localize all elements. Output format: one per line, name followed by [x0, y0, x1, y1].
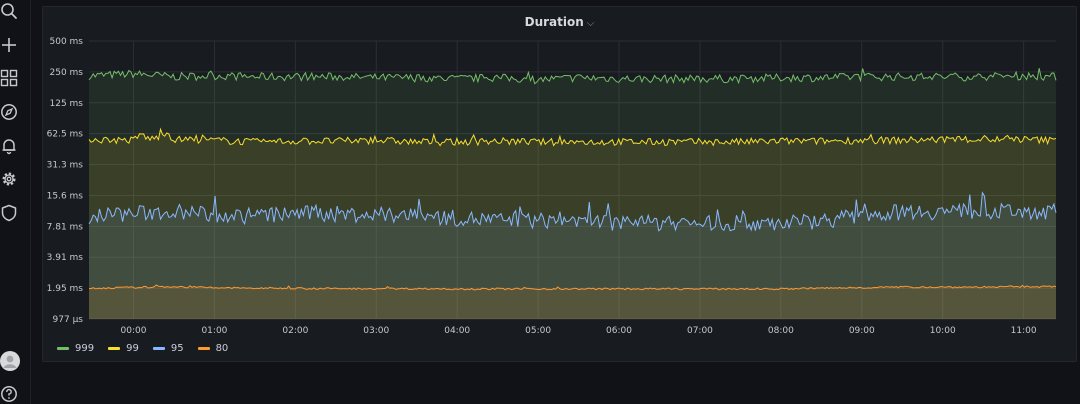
- sidebar: [0, 0, 31, 404]
- plus-icon[interactable]: [0, 36, 18, 54]
- x-tick-label: 00:00: [121, 326, 147, 336]
- grid: [89, 40, 1056, 320]
- x-tick-label: 07:00: [687, 326, 713, 336]
- y-axis-ticks: 500 ms 250 ms 125 ms 62.5 ms 31.3 ms 15.6 ms 7…: [47, 37, 84, 325]
- x-tick-label: 03:00: [363, 326, 389, 336]
- legend-label: 80: [215, 343, 229, 354]
- legend-item-95[interactable]: 95: [152, 343, 184, 354]
- avatar[interactable]: [0, 351, 20, 371]
- legend-swatch: [108, 347, 121, 350]
- y-tick-label: 3.91 ms: [47, 253, 84, 263]
- y-tick-label: 15.6 ms: [47, 192, 84, 202]
- series-line-999: [88, 68, 1057, 85]
- y-tick-label: 7.81 ms: [47, 222, 84, 232]
- legend-item-99[interactable]: 99: [108, 343, 139, 354]
- legend-item-80[interactable]: 80: [197, 343, 229, 354]
- series-area-999: [89, 68, 1056, 319]
- legend-swatch: [57, 347, 69, 350]
- alerting-icon[interactable]: [0, 137, 18, 155]
- x-tick-label: 09:00: [849, 326, 875, 336]
- panel-title[interactable]: Duration ⌵: [43, 15, 1076, 29]
- legend-label: 95: [170, 343, 184, 354]
- search-icon[interactable]: [0, 2, 18, 20]
- explore-icon[interactable]: [0, 103, 18, 121]
- legend-item-999[interactable]: 999: [57, 343, 94, 354]
- y-tick-label: 250 ms: [50, 68, 84, 78]
- x-tick-label: 06:00: [606, 326, 632, 336]
- duration-chart: 500 ms 250 ms 125 ms 62.5 ms 31.3 ms 15.6 ms 7…: [47, 37, 1057, 336]
- y-tick-label: 1.95 ms: [47, 284, 84, 294]
- x-tick-label: 04:00: [444, 326, 470, 336]
- x-tick-label: 11:00: [1011, 326, 1037, 336]
- shield-icon[interactable]: [0, 204, 18, 222]
- series-lines: [88, 68, 1057, 291]
- x-tick-label: 02:00: [282, 326, 308, 336]
- x-tick-label: 08:00: [768, 326, 794, 336]
- y-tick-label: 62.5 ms: [47, 130, 84, 140]
- legend: 999 99 95 80: [57, 343, 228, 354]
- legend-label: 99: [126, 343, 139, 354]
- series-area-80: [89, 285, 1056, 319]
- dashboards-icon[interactable]: [0, 69, 18, 87]
- graph-panel: Duration ⌵ 500 ms 250 ms 125 ms 62.5 ms 31.3 …: [42, 6, 1077, 362]
- y-tick-label: 977 µs: [53, 315, 84, 325]
- legend-label: 999: [75, 343, 95, 354]
- panel-title-text: Duration: [524, 15, 584, 29]
- series-line-80: [88, 284, 1057, 291]
- series-areas: [89, 68, 1056, 319]
- y-tick-label: 125 ms: [50, 99, 84, 109]
- series-line-99: [88, 127, 1057, 147]
- help-icon[interactable]: [0, 385, 18, 403]
- gear-icon[interactable]: [0, 170, 18, 188]
- chevron-down-icon: ⌵: [586, 18, 595, 29]
- x-tick-label: 10:00: [930, 326, 956, 336]
- x-tick-label: 05:00: [525, 326, 551, 336]
- series-area-99: [89, 129, 1056, 319]
- x-tick-label: 01:00: [201, 326, 227, 336]
- series-area-95: [89, 192, 1056, 319]
- x-axis-ticks: 00:00 01:00 02:00 03:00 04:00 05:00 06:00 07:00…: [121, 326, 1037, 336]
- series-line-95: [88, 191, 1057, 232]
- legend-swatch: [152, 347, 165, 350]
- y-tick-label: 500 ms: [50, 37, 84, 47]
- legend-swatch: [197, 347, 210, 350]
- y-tick-label: 31.3 ms: [47, 160, 84, 170]
